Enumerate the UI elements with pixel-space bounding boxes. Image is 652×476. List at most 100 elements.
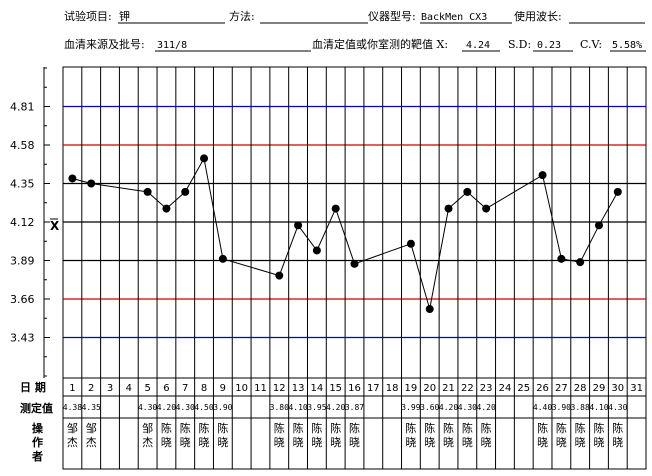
value-label: 4.40 xyxy=(533,403,552,412)
operator-label: 陈晓 xyxy=(537,421,548,449)
value-row-header: 测定值 xyxy=(20,401,53,415)
day-label: 4 xyxy=(126,383,132,394)
sd-value: 0.23 xyxy=(537,40,561,51)
value-label: 3.95 xyxy=(307,403,326,412)
data-point xyxy=(594,221,603,230)
day-label: 23 xyxy=(480,383,493,394)
value-label: 4.35 xyxy=(82,403,101,412)
data-point xyxy=(482,204,491,213)
operator-label: 陈晓 xyxy=(199,421,210,449)
day-label: 26 xyxy=(536,383,549,394)
target-value: 4.24 xyxy=(466,40,490,51)
value-label: 4.30 xyxy=(176,403,195,412)
value-label: 4.30 xyxy=(458,403,477,412)
value-label: 4.20 xyxy=(157,403,176,412)
y-tick-label: 4.35 xyxy=(10,178,35,191)
y-tick-label: 3.89 xyxy=(10,255,35,268)
operator-label: 陈晓 xyxy=(311,421,322,449)
day-label: 29 xyxy=(593,383,606,394)
operator-label: 陈晓 xyxy=(349,421,360,449)
operator-label: 陈晓 xyxy=(293,421,304,449)
wavelength-label: 使用波长: xyxy=(514,10,562,23)
value-label: 4.50 xyxy=(194,403,213,412)
value-label: 4.30 xyxy=(138,403,157,412)
day-label: 14 xyxy=(311,383,324,394)
data-point xyxy=(538,171,547,180)
data-point xyxy=(350,259,359,268)
value-label: 4.38 xyxy=(63,403,82,412)
day-label: 31 xyxy=(630,383,643,394)
operator-label: 陈晓 xyxy=(180,421,191,449)
value-label: 4.10 xyxy=(288,403,307,412)
day-label: 25 xyxy=(517,383,530,394)
day-label: 20 xyxy=(423,383,436,394)
serum-label: 血清来源及批号: xyxy=(64,37,145,51)
operator-label: 陈晓 xyxy=(161,421,172,449)
value-label: 3.90 xyxy=(552,403,571,412)
operator-label: 邹杰 xyxy=(86,422,97,449)
day-label: 8 xyxy=(201,383,207,394)
item-value: 钾 xyxy=(119,9,130,23)
day-label: 15 xyxy=(329,383,342,394)
value-label: 3.90 xyxy=(213,403,232,412)
operator-row-header-1: 操 xyxy=(32,421,44,435)
value-label: 3.80 xyxy=(270,403,289,412)
data-point xyxy=(444,204,453,213)
target-label: 血清定值或你室测的靶值 X: xyxy=(312,37,448,51)
value-label: 4.10 xyxy=(589,403,608,412)
day-label: 7 xyxy=(182,383,188,394)
day-label: 22 xyxy=(461,383,474,394)
day-label: 5 xyxy=(144,383,150,394)
data-point xyxy=(181,187,190,196)
instrument-label: 仪器型号: xyxy=(368,9,416,23)
cv-value: 5.58% xyxy=(612,40,642,51)
day-label: 1 xyxy=(69,383,75,394)
operator-label: 陈晓 xyxy=(612,421,623,449)
data-point xyxy=(576,258,585,267)
serum-value: 311/8 xyxy=(157,40,187,51)
operator-label: 陈晓 xyxy=(462,421,473,449)
operator-label: 陈晓 xyxy=(481,421,492,449)
y-tick-label: 3.66 xyxy=(10,293,35,306)
day-label: 16 xyxy=(348,383,361,394)
data-point xyxy=(143,187,152,196)
operator-label: 陈晓 xyxy=(424,421,435,449)
cv-label: C.V: xyxy=(580,38,602,51)
data-point xyxy=(200,154,209,163)
operator-row-header-3: 者 xyxy=(31,449,43,463)
item-label: 试验项目: xyxy=(64,9,112,23)
data-point xyxy=(613,187,622,196)
value-label: 4.20 xyxy=(439,403,458,412)
data-point xyxy=(275,271,284,280)
day-label: 13 xyxy=(292,383,305,394)
day-label: 28 xyxy=(574,383,587,394)
series-line xyxy=(72,156,619,310)
day-label: 30 xyxy=(611,383,624,394)
operator-row-header-2: 作 xyxy=(32,435,43,449)
y-tick-label: 4.81 xyxy=(10,101,35,114)
data-point xyxy=(68,174,77,183)
data-point xyxy=(87,179,96,188)
chart-frame xyxy=(62,66,647,470)
value-label: 3.99 xyxy=(401,403,420,412)
operator-label: 陈晓 xyxy=(556,421,567,449)
y-tick-label: 4.12 xyxy=(10,216,35,229)
data-point xyxy=(557,254,566,263)
day-label: 19 xyxy=(405,383,418,394)
data-point xyxy=(312,246,321,255)
operator-label: 陈晓 xyxy=(575,421,586,449)
day-label: 24 xyxy=(499,383,512,394)
operator-label: 邹杰 xyxy=(142,422,153,449)
day-label: 17 xyxy=(367,383,380,394)
value-label: 4.20 xyxy=(477,403,496,412)
value-label: 3.88 xyxy=(571,403,590,412)
y-tick-label: 4.58 xyxy=(10,139,35,152)
day-label: 12 xyxy=(273,383,286,394)
value-label: 3.87 xyxy=(345,403,364,412)
day-label: 11 xyxy=(254,383,267,394)
data-point xyxy=(218,254,227,263)
day-label: 18 xyxy=(386,383,399,394)
day-label: 21 xyxy=(442,383,455,394)
data-point xyxy=(331,204,340,213)
